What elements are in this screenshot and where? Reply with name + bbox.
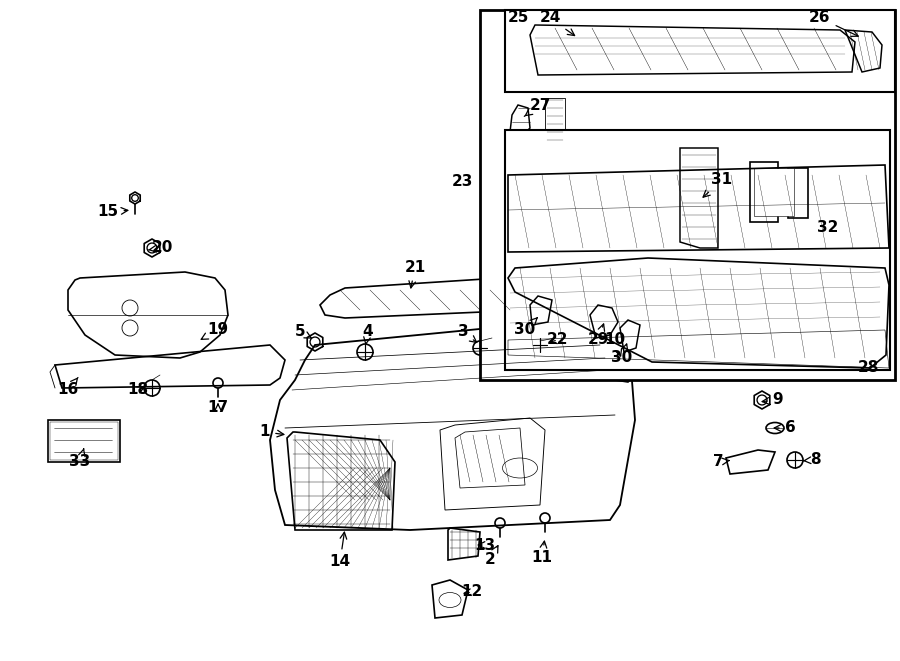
Bar <box>505 10 895 92</box>
Text: 1: 1 <box>260 424 284 440</box>
Bar <box>505 130 890 370</box>
Text: 23: 23 <box>451 175 472 190</box>
Text: 29: 29 <box>588 324 608 348</box>
Text: 10: 10 <box>605 332 626 356</box>
Text: 18: 18 <box>128 383 148 397</box>
Text: 31: 31 <box>703 173 733 197</box>
Text: 24: 24 <box>539 11 574 36</box>
Text: 30: 30 <box>515 317 537 338</box>
Text: 3: 3 <box>458 325 477 342</box>
Text: 16: 16 <box>58 377 78 397</box>
Text: 30: 30 <box>611 344 633 366</box>
Bar <box>754 168 794 216</box>
Text: 14: 14 <box>329 532 351 570</box>
Text: 8: 8 <box>804 453 820 467</box>
Bar <box>50 422 118 460</box>
Text: 28: 28 <box>858 360 878 375</box>
Text: 17: 17 <box>207 401 229 416</box>
Text: 20: 20 <box>148 241 173 256</box>
Text: 6: 6 <box>774 420 796 436</box>
Text: 11: 11 <box>532 541 553 566</box>
Text: 4: 4 <box>363 325 374 345</box>
Text: 25: 25 <box>508 11 528 26</box>
Text: 27: 27 <box>525 98 551 116</box>
Text: 26: 26 <box>809 11 859 36</box>
Bar <box>480 10 895 380</box>
Text: 12: 12 <box>462 584 482 600</box>
Text: 13: 13 <box>474 537 496 553</box>
Text: 22: 22 <box>547 332 569 348</box>
Text: 7: 7 <box>713 455 729 469</box>
Bar <box>48 420 120 462</box>
Text: 2: 2 <box>484 545 498 568</box>
Text: 9: 9 <box>762 393 783 407</box>
Text: 15: 15 <box>97 204 128 219</box>
Text: 19: 19 <box>202 323 229 339</box>
Text: 21: 21 <box>404 260 426 288</box>
Text: 33: 33 <box>69 449 91 469</box>
Text: 5: 5 <box>294 325 311 340</box>
Text: 32: 32 <box>817 221 839 235</box>
